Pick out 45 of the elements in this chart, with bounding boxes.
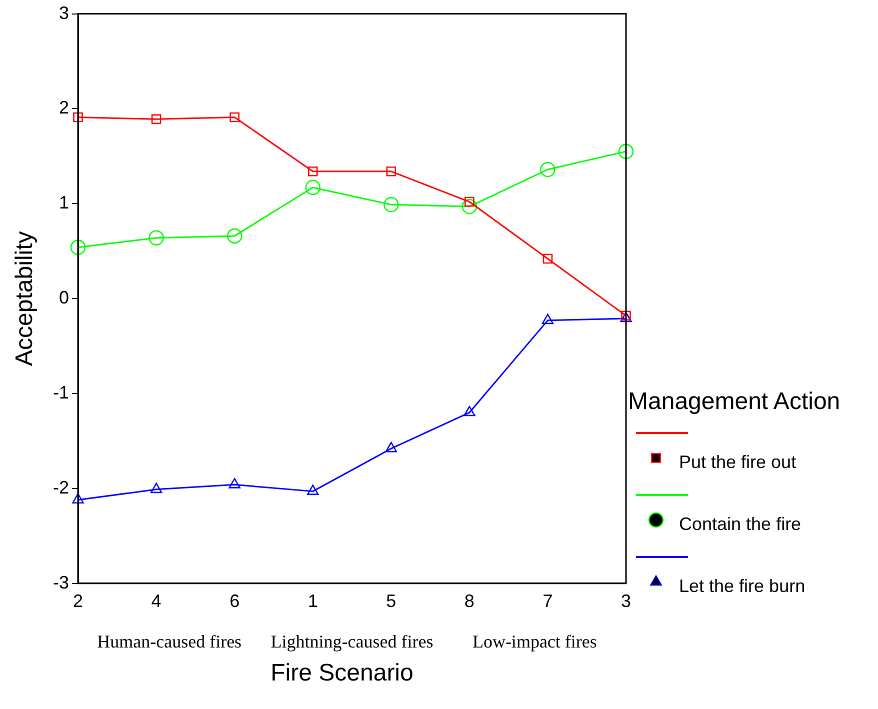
legend-label: Put the fire out <box>679 452 796 473</box>
point <box>73 112 83 122</box>
y-tick-label: 3 <box>58 2 70 23</box>
x-tick-label: 7 <box>542 591 553 612</box>
text: Human-caused fires <box>97 631 242 652</box>
x-tick-label: 6 <box>230 591 240 612</box>
point <box>462 198 478 214</box>
text: Lightning-caused fires <box>270 631 434 652</box>
point <box>230 112 240 122</box>
point <box>151 114 162 124</box>
point <box>540 162 556 178</box>
x-tick-label: 5 <box>386 591 396 612</box>
point <box>72 493 84 504</box>
y-tick-label: -2 <box>52 477 70 498</box>
point <box>150 482 162 494</box>
legend-title: Management Action <box>628 388 840 416</box>
y-tick-label: -1 <box>52 382 70 402</box>
point <box>148 230 164 246</box>
point <box>386 166 396 176</box>
point <box>383 196 399 212</box>
point <box>228 478 240 488</box>
point <box>385 442 397 452</box>
x-tick-label: 3 <box>620 591 632 612</box>
point <box>70 240 86 255</box>
x-tick-label: 4 <box>151 591 162 612</box>
point <box>305 180 321 196</box>
y-tick-label: -3 <box>52 572 70 592</box>
x-axis-title: Fire Scenario <box>270 659 414 686</box>
point <box>307 484 319 495</box>
y-tick-label: 2 <box>58 98 70 118</box>
point <box>308 166 318 176</box>
y-tick-label: 0 <box>58 288 70 308</box>
y-axis-title: Acceptability <box>11 231 38 366</box>
point <box>618 144 634 160</box>
point <box>542 314 554 324</box>
legend-label: Contain the fire <box>679 514 802 535</box>
legend-label: Let the fire burn <box>679 576 806 597</box>
y-tick-label: 1 <box>58 192 70 213</box>
point <box>542 254 553 264</box>
x-tick-label: 8 <box>464 591 474 612</box>
point <box>464 406 476 416</box>
x-tick-label: 1 <box>308 591 318 612</box>
point <box>226 228 242 244</box>
x-tick-label: 2 <box>72 591 84 612</box>
text: Low-impact fires <box>472 631 597 652</box>
